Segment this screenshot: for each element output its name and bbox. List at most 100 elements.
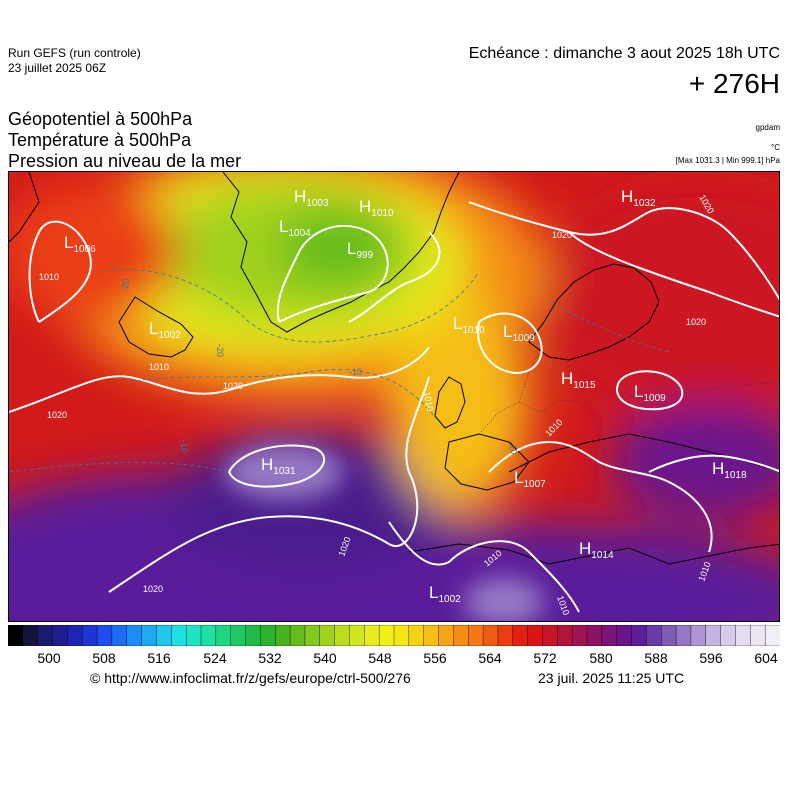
colorbar-swatch (438, 625, 455, 646)
center-2-type: L (279, 217, 288, 236)
isobar-1000 (276, 224, 389, 323)
colorbar-swatch (482, 625, 499, 646)
temperature-labels: -20 -20 -10 -10 -10 (119, 278, 519, 455)
colorbar-tick-13: 604 (754, 650, 778, 666)
center-2-value: 1004 (288, 228, 311, 239)
colorbar-swatch (289, 625, 306, 646)
colorbar-swatch (260, 625, 276, 646)
center-11-type: H (261, 455, 273, 474)
colorbar-swatch (171, 625, 187, 646)
unit-temperature: °C (771, 143, 780, 152)
colorbar-swatch (720, 625, 737, 646)
run-title: Run GEFS (run controle) (8, 46, 141, 60)
colorbar-swatch (735, 625, 752, 646)
colorbar-swatch (601, 625, 618, 646)
center-15-value: 1002 (438, 594, 461, 605)
colorbar-swatch (764, 625, 780, 646)
isobar-1020-d (568, 231, 779, 318)
isobar-label-1: 1010 (149, 362, 169, 372)
temperature-label-1: -20 (215, 344, 225, 357)
colorbar-swatch (393, 625, 410, 646)
colorbar (8, 625, 780, 646)
center-5-value: 1002 (158, 330, 181, 341)
unit-geopotential: gpdam (755, 123, 780, 132)
colorbar-swatch (8, 625, 24, 646)
isotherms (9, 269, 670, 473)
center-3-value: 999 (356, 250, 373, 261)
center-12: L1007 (514, 468, 546, 490)
colorbar-tick-9: 572 (533, 650, 557, 666)
center-7-value: 1010 (462, 325, 485, 336)
source-url: © http://www.infoclimat.fr/z/gefs/europe… (90, 670, 411, 686)
isobar-1020-c (468, 201, 779, 301)
weather-map-canvas: H1003 H1010 L1004 L999 L1006 L1002 H1032… (9, 172, 779, 621)
colorbar-tick-11: 588 (644, 650, 668, 666)
colorbar-swatch (542, 625, 559, 646)
isobar-label-4: 1020 (143, 584, 163, 594)
isobar-label-8: 1010 (422, 391, 435, 412)
temperature-label-3: -10 (179, 440, 189, 453)
temperature-label-4: -10 (507, 441, 519, 456)
country-borders (478, 351, 779, 621)
center-1: H1010 (359, 197, 394, 219)
center-9-value: 1015 (573, 380, 596, 391)
colorbar-swatch (126, 625, 143, 646)
colorbar-swatch (631, 625, 648, 646)
center-8-type: L (503, 322, 512, 341)
center-6: H1032 (621, 187, 656, 209)
colorbar-swatch (571, 625, 588, 646)
colorbar-swatch (349, 625, 366, 646)
colorbar-tick-8: 564 (478, 650, 502, 666)
geopotential-field (9, 172, 779, 621)
colorbar-swatch (22, 625, 39, 646)
center-7: L1010 (453, 314, 485, 336)
colorbar-swatch (586, 625, 603, 646)
colorbar-tick-7: 556 (423, 650, 447, 666)
colorbar-tick-10: 580 (589, 650, 613, 666)
colorbar-swatch (82, 625, 98, 646)
colorbar-swatch (304, 625, 321, 646)
colorbar-swatch (275, 625, 291, 646)
british-isles-coast (434, 376, 466, 429)
center-0: H1003 (294, 187, 329, 209)
center-7-type: L (453, 314, 462, 333)
weather-map: H1003 H1010 L1004 L999 L1006 L1002 H1032… (8, 171, 780, 622)
colorbar-swatch (423, 625, 440, 646)
colorbar-tick-2: 516 (147, 650, 171, 666)
center-12-value: 1007 (523, 479, 546, 490)
temperature-label-0: -20 (119, 278, 131, 293)
colorbar-swatch (750, 625, 766, 646)
colorbar-swatch (557, 625, 573, 646)
pressure-centers: H1003 H1010 L1004 L999 L1006 L1002 H1032… (64, 187, 747, 605)
center-4: L1006 (64, 233, 96, 255)
colorbar-swatch (408, 625, 425, 646)
colorbar-swatch (512, 625, 529, 646)
center-10-value: 1009 (643, 393, 666, 404)
colorbar-tick-1: 508 (92, 650, 116, 666)
generation-time: 23 juil. 2025 11:25 UTC (538, 670, 685, 686)
colorbar-swatch (67, 625, 83, 646)
map-title-temperature: Température à 500hPa (8, 130, 192, 150)
colorbar-swatch (675, 625, 692, 646)
colorbar-swatch (141, 625, 158, 646)
center-4-type: L (64, 233, 73, 252)
colorbar-swatch (646, 625, 662, 646)
colorbar-swatch (334, 625, 351, 646)
center-14-value: 1014 (591, 550, 614, 561)
colorbar-tick-0: 500 (37, 650, 61, 666)
colorbar-tick-12: 596 (699, 650, 723, 666)
run-date: 23 juillet 2025 06Z (8, 61, 107, 75)
center-10-type: L (634, 382, 643, 401)
center-12-type: L (514, 468, 523, 487)
isobar-1010-b (348, 231, 441, 323)
scandinavia-coast (528, 263, 660, 361)
center-11-value: 1031 (273, 466, 296, 477)
colorbar-swatch (200, 625, 217, 646)
center-8-value: 1009 (512, 333, 535, 344)
colorbar-swatch (230, 625, 247, 646)
colorbar-swatch (616, 625, 633, 646)
center-4-value: 1006 (73, 244, 96, 255)
center-5: L1002 (149, 319, 181, 341)
iberia-coast (444, 433, 530, 491)
colorbar-tick-5: 540 (313, 650, 337, 666)
